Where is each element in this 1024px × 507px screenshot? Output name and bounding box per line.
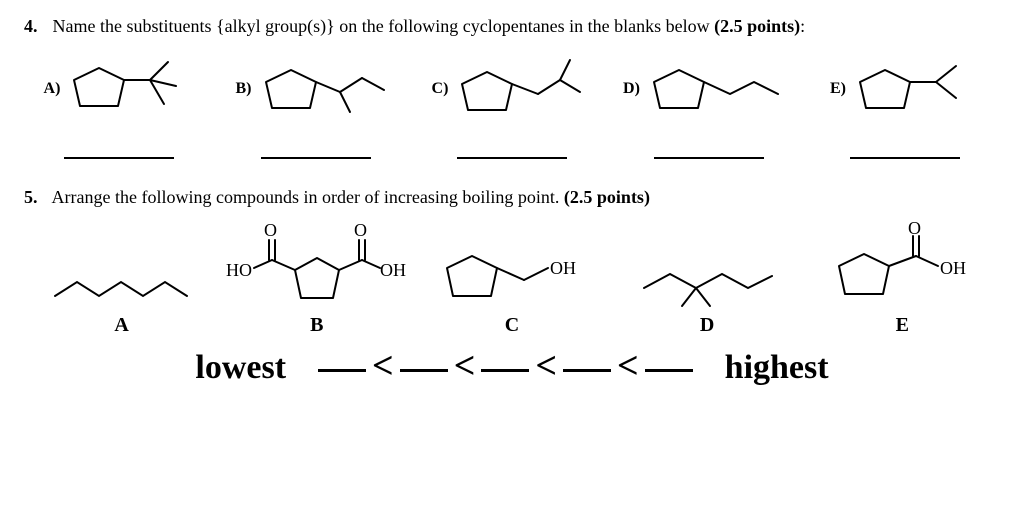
highest-label: highest	[725, 349, 829, 387]
answer-blank-5[interactable]	[645, 369, 693, 372]
svg-text:O: O	[908, 218, 921, 238]
q4-label-c: C)	[432, 80, 449, 98]
compound-c-icon: OH	[432, 240, 592, 310]
lt-icon: <	[372, 347, 394, 385]
q5-compound-c: OH C	[422, 220, 602, 337]
structure-d-icon	[644, 50, 794, 128]
q4-option-e: E)	[810, 49, 1000, 159]
answer-blank-1[interactable]	[318, 369, 366, 372]
q4-blank-d[interactable]	[654, 157, 764, 159]
q4-blank-e[interactable]	[850, 157, 960, 159]
structure-c-icon	[452, 50, 592, 128]
svg-text:HO: HO	[226, 260, 252, 280]
q4-label-d: D)	[623, 80, 640, 98]
q5-points: (2.5 points)	[564, 187, 650, 207]
svg-text:OH: OH	[380, 260, 406, 280]
q4-blank-a[interactable]	[64, 157, 174, 159]
q4-points: (2.5 points)	[714, 16, 800, 36]
q5-compound-e: O OH E	[812, 220, 992, 337]
svg-text:O: O	[264, 220, 277, 240]
svg-text:OH: OH	[940, 258, 966, 278]
q4-blank-b[interactable]	[261, 157, 371, 159]
q4-label-b: B)	[236, 80, 252, 98]
answer-blank-3[interactable]	[481, 369, 529, 372]
lt-icon: <	[535, 347, 557, 385]
q5-answer-row: lowest < < < < highest	[24, 347, 1000, 387]
q5-label-c: C	[505, 314, 519, 337]
structure-e-icon	[850, 50, 980, 128]
compound-a-icon	[47, 260, 197, 310]
q4-options-row: A) B)	[24, 49, 1000, 159]
q5-compound-b: HO O OH O B	[227, 220, 407, 337]
q4-blank-c[interactable]	[457, 157, 567, 159]
q5-label-d: D	[700, 314, 714, 337]
q4-option-b: B)	[221, 49, 411, 159]
q4-label-e: E)	[830, 80, 846, 98]
q5-label-a: A	[114, 314, 128, 337]
svg-text:OH: OH	[550, 258, 576, 278]
q5-text: Arrange the following compounds in order…	[52, 187, 564, 207]
q4-option-a: A)	[24, 49, 214, 159]
q5-label-e: E	[896, 314, 909, 337]
q5-label-b: B	[310, 314, 323, 337]
q4-text-after: :	[800, 16, 805, 36]
structure-b-icon	[256, 50, 396, 128]
q4-option-c: C)	[417, 49, 607, 159]
lt-icon: <	[454, 347, 476, 385]
lowest-label: lowest	[195, 349, 286, 387]
q4-number: 4.	[24, 16, 48, 37]
compound-d-icon	[632, 244, 782, 310]
answer-blank-2[interactable]	[400, 369, 448, 372]
q5-number: 5.	[24, 187, 48, 208]
q4-option-d: D)	[614, 49, 804, 159]
structure-a-icon	[64, 50, 194, 128]
q5-compound-a: A	[32, 220, 212, 337]
svg-text:O: O	[354, 220, 367, 240]
lt-icon: <	[617, 347, 639, 385]
compound-e-icon: O OH	[822, 218, 982, 310]
answer-blank-4[interactable]	[563, 369, 611, 372]
q5-structures-row: A HO O	[24, 220, 1000, 337]
q5-prompt: 5. Arrange the following compounds in or…	[24, 187, 1000, 208]
q5-compound-d: D	[617, 220, 797, 337]
compound-b-icon: HO O OH O	[222, 218, 412, 310]
q4-label-a: A)	[44, 80, 61, 98]
q4-prompt: 4. Name the substituents {alkyl group(s)…	[24, 16, 1000, 37]
q4-text-before: Name the substituents {alkyl group(s)} o…	[53, 16, 715, 36]
